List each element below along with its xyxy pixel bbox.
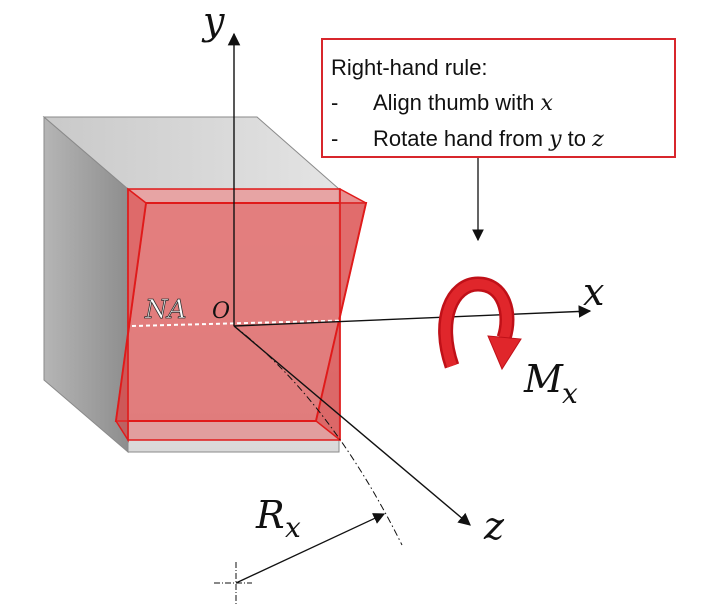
rule-step-2-var1: y: [549, 127, 562, 152]
rule-step-1-var: x: [540, 91, 553, 116]
rule-step-1-text: Align thumb with: [373, 90, 541, 115]
neutral-axis-label: NA: [144, 295, 187, 325]
y-axis-label: y: [201, 0, 225, 43]
z-axis: [233, 325, 471, 526]
radius-symbol: R: [255, 493, 285, 537]
rule-title: Right-hand rule:: [331, 55, 488, 80]
rule-step-2: - Rotate hand from y to z: [331, 121, 664, 157]
section-right-wedge: [315, 187, 367, 442]
rule-step-2-var2: z: [592, 127, 604, 152]
curvature-line: [233, 325, 403, 546]
moment-symbol: M: [523, 357, 564, 401]
section-left-wedge: [115, 187, 147, 443]
rule-step-1: - Align thumb with x: [331, 85, 664, 121]
curvature-center-crosshair: [214, 562, 252, 604]
x-axis: [233, 305, 592, 327]
origin-label: O: [212, 299, 230, 324]
rule-step-2-mid: to: [561, 126, 593, 151]
radius-subscript: x: [285, 511, 301, 544]
rule-step-2-text: Rotate hand from: [373, 126, 550, 151]
x-axis-label: x: [583, 270, 604, 314]
right-hand-rule-box: Right-hand rule: - Align thumb with x - Ro…: [321, 38, 676, 158]
z-axis-label: z: [483, 504, 505, 548]
neutral-axis-line: [131, 317, 441, 327]
moment-label: M x: [523, 357, 578, 410]
moment-subscript: x: [562, 377, 578, 410]
moment-arrow-icon: [438, 276, 522, 371]
deformed-cross-section: [114, 187, 368, 443]
radius-arrow: [235, 513, 386, 584]
rule-bullet: -: [331, 90, 339, 115]
radius-label: R x: [255, 493, 301, 544]
rule-bullet: -: [331, 126, 339, 151]
